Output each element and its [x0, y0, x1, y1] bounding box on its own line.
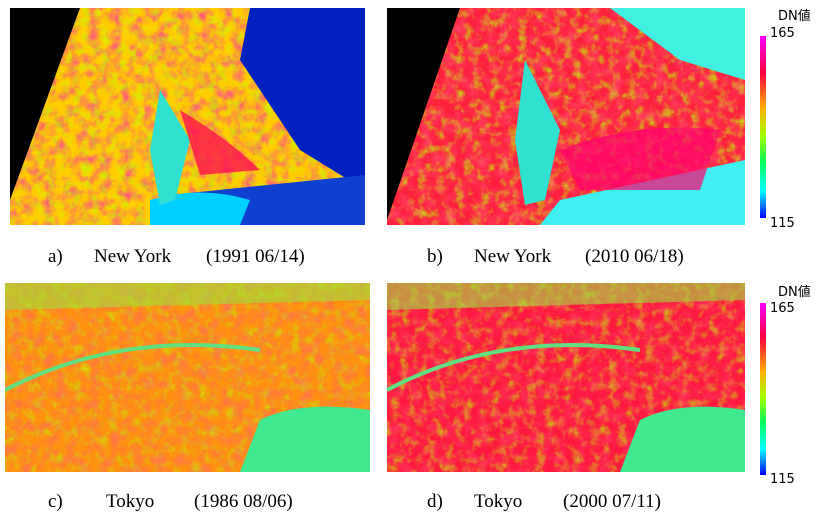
figure: a) New York (1991 06/14) b) New York (20… — [0, 0, 838, 520]
image-d — [387, 283, 745, 472]
colorbar-min: 115 — [770, 216, 795, 231]
colorbar-gradient — [760, 303, 766, 475]
caption-letter: b) — [427, 246, 443, 267]
colorbar-max: 165 — [770, 301, 795, 316]
caption-place: New York — [474, 246, 552, 267]
caption-letter: a) — [48, 246, 63, 267]
caption-date: (1991 06/14) — [206, 246, 305, 267]
caption-date: (2000 07/11) — [563, 491, 661, 512]
colorbar: DN値 165 115 — [760, 8, 811, 231]
colorbar-label: DN値 — [778, 8, 811, 24]
caption-place: New York — [94, 246, 172, 267]
caption-letter: c) — [48, 491, 63, 512]
image-b — [387, 8, 745, 225]
caption-place: Tokyo — [474, 491, 522, 512]
caption-date: (1986 08/06) — [194, 491, 293, 512]
colorbar-gradient — [760, 36, 766, 218]
image-a — [10, 8, 365, 225]
caption-place: Tokyo — [106, 491, 154, 512]
colorbar-max: 165 — [770, 26, 795, 41]
image-c — [5, 283, 370, 472]
colorbar-min: 115 — [770, 472, 795, 487]
caption-letter: d) — [427, 491, 443, 512]
colorbar: DN値 165 115 — [760, 284, 811, 487]
colorbar-label: DN値 — [778, 284, 811, 300]
caption-date: (2010 06/18) — [585, 246, 684, 267]
